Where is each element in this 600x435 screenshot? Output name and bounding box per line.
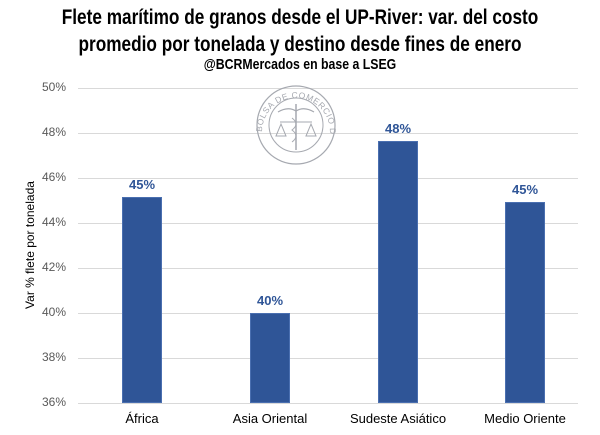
y-tick-label: 50% (41, 80, 66, 94)
bar-label-sudeste-asiatico: 48% (384, 121, 412, 136)
chart-title-line1: Flete marítimo de granos desde el UP-Riv… (61, 6, 539, 29)
gridline (78, 313, 578, 314)
bar-medio-oriente (505, 202, 545, 403)
gridline (78, 178, 578, 179)
x-tick-label: África (125, 411, 159, 426)
bar-asia-oriental (250, 313, 290, 403)
y-tick-label: 36% (41, 395, 66, 409)
y-tick-label: 48% (41, 125, 66, 139)
bar-label-africa: 45% (128, 177, 156, 192)
x-tick-label: Asia Oriental (232, 411, 308, 426)
bar-label-asia-oriental: 40% (256, 293, 284, 308)
chart-source: @BCRMercados en base a LSEG (203, 56, 397, 73)
bar-africa (122, 197, 162, 403)
bar-label-medio-oriente: 45% (511, 182, 539, 197)
gridline (78, 133, 578, 134)
chart-title-line2: promedio por tonelada y destino desde fi… (78, 33, 522, 56)
gridline (78, 88, 578, 89)
x-tick-label: Medio Oriente (484, 411, 566, 426)
y-tick-label: 44% (41, 215, 66, 229)
y-tick-label: 42% (41, 260, 66, 274)
bar-sudeste-asiatico (378, 141, 418, 403)
gridline (78, 268, 578, 269)
y-axis-label: Var % flete por tonelada (23, 181, 37, 309)
x-tick-label: Sudeste Asiático (349, 411, 447, 426)
gridline (78, 403, 578, 404)
y-tick-label: 46% (41, 170, 66, 184)
gridline (78, 358, 578, 359)
bcr-seal-watermark-icon: BOLSA DE COMERCIO DE ROSARIO (248, 84, 338, 165)
y-tick-label: 38% (41, 350, 66, 364)
gridline (78, 223, 578, 224)
y-tick-label: 40% (41, 305, 66, 319)
